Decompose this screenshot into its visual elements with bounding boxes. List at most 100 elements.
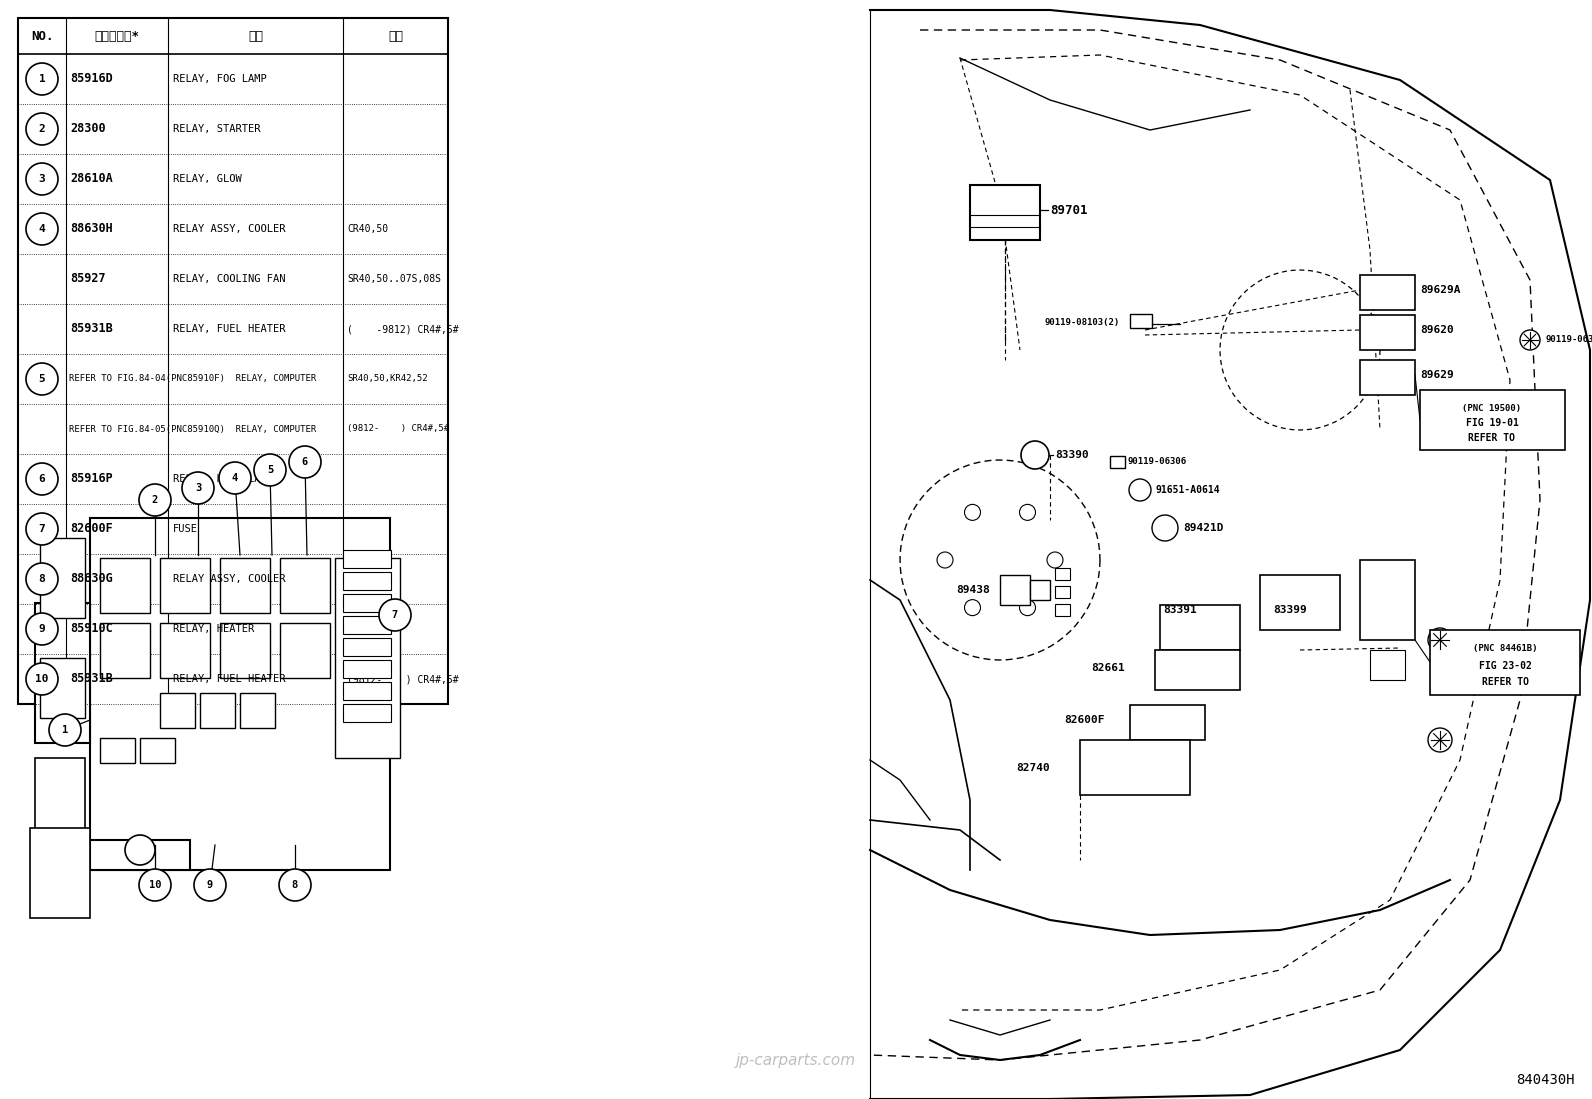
Bar [1360,275,1415,310]
Bar [970,185,1040,240]
Text: 28610A: 28610A [70,173,113,186]
Bar [342,660,392,678]
Bar [1360,315,1415,349]
Bar [342,639,392,656]
Circle shape [1129,479,1151,501]
Text: 89438: 89438 [957,585,990,595]
Text: 89629A: 89629A [1420,285,1460,295]
Text: REFER TO FIG.84-04(PNC85910F)  RELAY, COMPUTER: REFER TO FIG.84-04(PNC85910F) RELAY, COM… [68,375,317,384]
Text: 90119-08103(2): 90119-08103(2) [1044,318,1121,326]
Text: RELAY ASSY, COOLER: RELAY ASSY, COOLER [174,224,285,234]
Circle shape [1048,552,1063,568]
Text: 83391: 83391 [1164,606,1197,615]
Text: 2: 2 [38,124,46,134]
Circle shape [290,446,322,478]
Text: 85931B: 85931B [70,322,113,335]
Bar [220,558,271,613]
Circle shape [279,869,310,901]
Text: 10: 10 [148,880,161,890]
Circle shape [25,113,57,145]
Bar [1420,390,1565,449]
Bar [35,758,84,839]
Bar [161,558,210,613]
Bar [1360,560,1415,640]
Bar [100,739,135,763]
Bar [220,623,271,678]
Text: 4: 4 [232,473,239,482]
Text: 備考: 備考 [388,30,403,43]
Text: RELAY, GLOW: RELAY, GLOW [174,174,242,184]
Text: (9812-    ) CR4#,5#: (9812- ) CR4#,5# [347,424,449,433]
Circle shape [965,504,981,520]
Bar [1055,568,1070,580]
Text: 5: 5 [267,465,274,475]
Circle shape [1019,504,1035,520]
Bar [161,623,210,678]
Text: 82661: 82661 [1091,663,1126,673]
Bar [334,558,400,758]
Bar [342,593,392,612]
Text: RELAY ASSY, COOLER: RELAY ASSY, COOLER [174,574,285,584]
Bar [1360,360,1415,395]
Text: 1: 1 [38,74,46,84]
Text: 85916P: 85916P [70,473,113,486]
Bar [240,693,275,728]
Text: FIG 19-01: FIG 19-01 [1466,418,1519,428]
Bar [161,693,194,728]
Text: RELAY, COOLING FAN: RELAY, COOLING FAN [174,274,285,284]
Circle shape [139,869,170,901]
Circle shape [1428,728,1452,752]
Circle shape [220,462,252,493]
Circle shape [25,463,57,495]
Text: (PNC 84461B): (PNC 84461B) [1473,644,1538,653]
Text: REFER TO FIG.84-05(PNC85910Q)  RELAY, COMPUTER: REFER TO FIG.84-05(PNC85910Q) RELAY, COM… [68,424,317,433]
Circle shape [139,484,170,517]
Bar [1259,575,1340,630]
Bar [342,617,392,634]
Bar [100,623,150,678]
Bar [342,704,392,722]
Circle shape [25,363,57,395]
Circle shape [255,454,287,486]
Text: SR40,50,KR42,52: SR40,50,KR42,52 [347,375,428,384]
Bar [1055,586,1070,598]
Text: (9812-    ) CR4#,5#: (9812- ) CR4#,5# [347,674,458,684]
Text: 1: 1 [62,725,68,735]
Bar [1110,456,1126,468]
Text: 9: 9 [207,880,213,890]
Bar [91,518,390,870]
Text: RELAY, FUEL HEATER: RELAY, FUEL HEATER [174,324,285,334]
Text: 83390: 83390 [1055,449,1089,460]
Bar [91,840,189,870]
Circle shape [1428,628,1452,652]
Circle shape [194,869,226,901]
Bar [100,558,150,613]
Bar [35,603,91,743]
Bar [342,682,392,700]
Text: jp-carparts.com: jp-carparts.com [736,1053,856,1067]
Circle shape [25,63,57,95]
Text: 90119-06306: 90119-06306 [1129,457,1188,466]
Bar [1130,704,1205,740]
Text: 2: 2 [151,495,158,506]
Circle shape [1520,330,1539,349]
Bar [40,539,84,618]
Text: SR40,50..07S,08S: SR40,50..07S,08S [347,274,441,284]
Bar [1430,630,1579,695]
Bar [18,18,447,704]
Text: 82600F: 82600F [1065,715,1105,725]
Text: 85927: 85927 [70,273,105,286]
Bar [1055,604,1070,617]
Text: 88630G: 88630G [70,573,113,586]
Text: 9: 9 [38,624,46,634]
Circle shape [379,599,411,631]
Text: 6: 6 [302,457,309,467]
Text: RELAY, HEATER: RELAY, HEATER [174,624,255,634]
Text: 89421D: 89421D [1183,523,1224,533]
Circle shape [25,563,57,595]
Bar [1371,650,1406,680]
Circle shape [25,613,57,645]
Text: 91651-A0614: 91651-A0614 [1156,485,1219,495]
Bar [201,693,236,728]
Circle shape [25,163,57,195]
